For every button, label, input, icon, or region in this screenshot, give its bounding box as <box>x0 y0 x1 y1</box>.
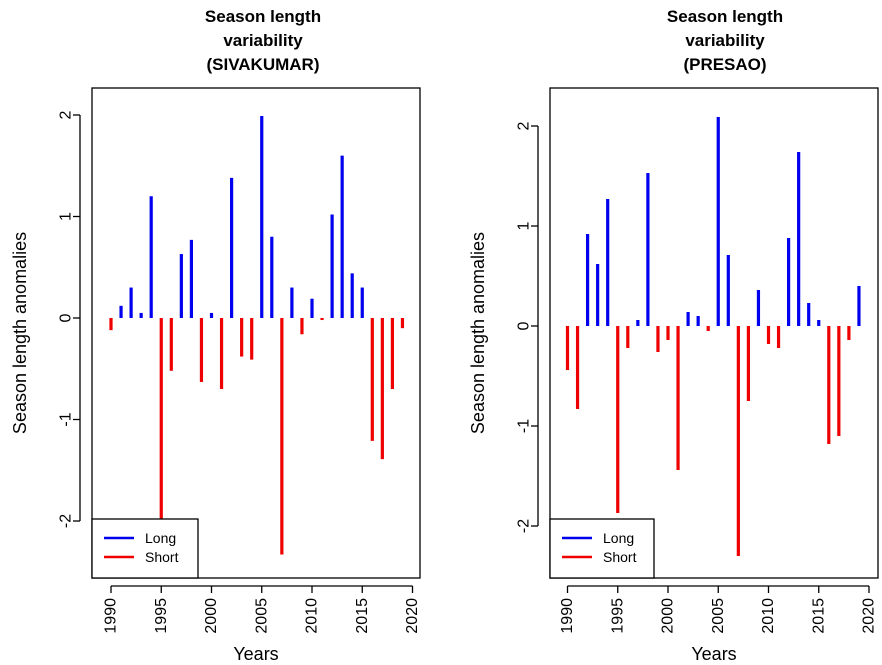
y-tick-label: 2 <box>58 110 75 119</box>
x-tick-label: 1990 <box>103 598 120 634</box>
x-tick-label: 2005 <box>253 598 270 634</box>
y-tick-label: -2 <box>516 519 533 533</box>
x-tick-label: 2005 <box>710 598 727 634</box>
chart-title-line: variability <box>685 31 765 50</box>
y-axis-label: Season length anomalies <box>468 232 488 434</box>
y-tick-label: 1 <box>516 221 533 230</box>
x-axis-label: Years <box>691 644 736 664</box>
legend: Long Short <box>92 519 198 578</box>
x-tick-label: 2015 <box>810 598 827 634</box>
y-tick-label: 2 <box>516 121 533 130</box>
chart-title-line: Season length <box>205 7 321 26</box>
x-axis-label: Years <box>233 644 278 664</box>
legend-label-long: Long <box>603 530 634 546</box>
y-tick-label: 1 <box>58 212 75 221</box>
x-tick-label: 1995 <box>153 598 170 634</box>
legend: Long Short <box>550 519 654 578</box>
legend-label-short: Short <box>145 549 179 565</box>
x-tick-label: 1995 <box>609 598 626 634</box>
x-tick-label: 2020 <box>404 598 421 634</box>
x-tick-label: 2020 <box>861 598 878 634</box>
y-axis-label: Season length anomalies <box>10 232 30 434</box>
chart-title-line: Season length <box>667 7 783 26</box>
chart-title-line: (PRESAO) <box>683 55 766 74</box>
y-tick-label: 0 <box>58 313 75 322</box>
y-tick-label: -1 <box>58 412 75 426</box>
x-tick-label: 2015 <box>354 598 371 634</box>
x-tick-label: 2010 <box>760 598 777 634</box>
chart-panel-sivakumar: Season length variability (SIVAKUMAR) -2 -1 0… <box>10 7 421 664</box>
x-tick-label: 1990 <box>559 598 576 634</box>
legend-label-long: Long <box>145 530 176 546</box>
chart-title-line: variability <box>223 31 303 50</box>
y-tick-label: 0 <box>516 321 533 330</box>
legend-label-short: Short <box>603 549 637 565</box>
chart-panel-presao: Season length variability (PRESAO) -2 -1 0 1 2 1… <box>468 7 878 664</box>
legend-box <box>550 519 654 578</box>
x-tick-label: 2010 <box>304 598 321 634</box>
chart-title-line: (SIVAKUMAR) <box>206 55 319 74</box>
y-tick-label: -2 <box>58 514 75 528</box>
y-tick-label: -1 <box>516 419 533 433</box>
x-tick-label: 2000 <box>203 598 220 634</box>
x-tick-label: 2000 <box>660 598 677 634</box>
